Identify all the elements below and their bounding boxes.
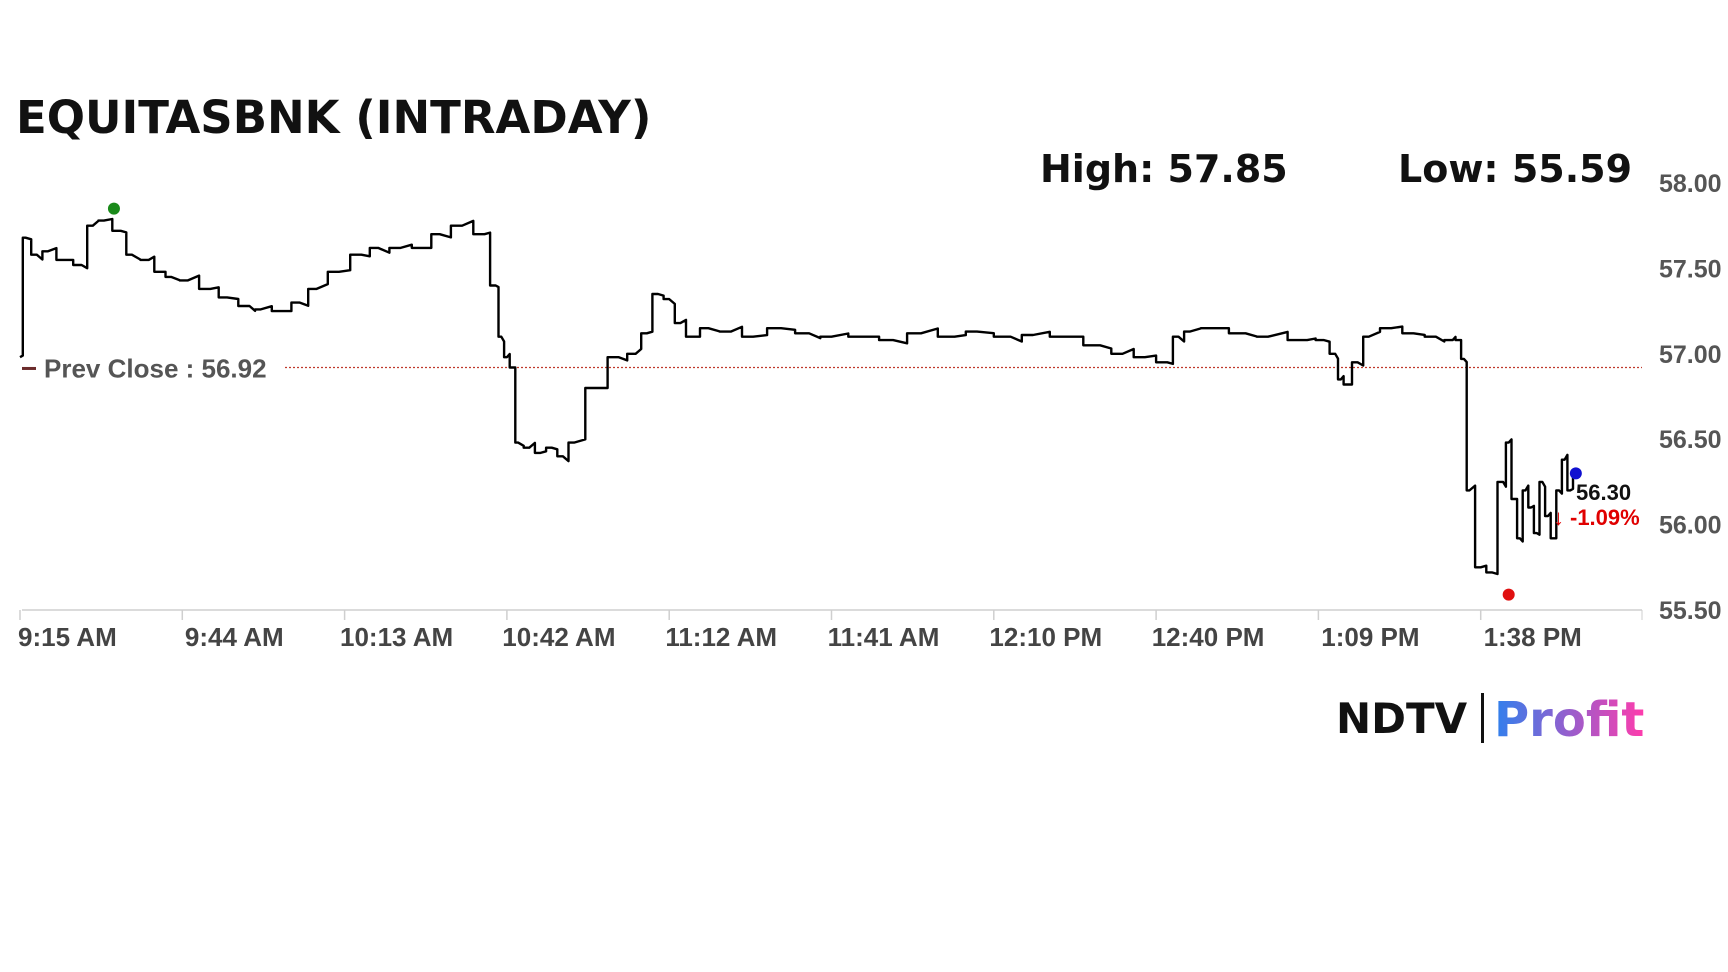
- logo-divider: [1481, 693, 1484, 743]
- x-axis-ticks: 9:15 AM 9:44 AM 10:13 AM 10:42 AM 11:12 AM 11…: [18, 610, 1643, 652]
- price-line: [19, 217, 1576, 576]
- logo-ndtv: NDTV: [1336, 694, 1468, 743]
- y-tick-label: 56.00: [1659, 512, 1722, 540]
- x-tick-label: 9:15 AM: [18, 622, 117, 652]
- y-tick-label: 56.50: [1659, 426, 1722, 454]
- x-tick-label: 1:09 PM: [1321, 622, 1419, 652]
- prev-close-label: Prev Close : 56.92: [44, 353, 267, 383]
- change-arrow: ↓: [1553, 505, 1564, 530]
- y-tick-label: 58.00: [1659, 170, 1722, 198]
- x-tick-label: 12:40 PM: [1152, 622, 1265, 652]
- x-tick-label: 12:10 PM: [989, 622, 1102, 652]
- x-tick-label: 11:41 AM: [828, 622, 940, 652]
- high-marker: [107, 202, 120, 215]
- x-tick-label: 1:38 PM: [1484, 622, 1582, 652]
- x-tick-label: 10:13 AM: [340, 622, 453, 652]
- last-marker: [1569, 467, 1582, 480]
- chart-title: EQUITASBNK (INTRADAY): [16, 91, 651, 144]
- y-axis-ticks: 58.00 57.50 57.00 56.50 56.00 55.50: [1659, 170, 1722, 625]
- ndtv-profit-logo: NDTV Profit: [1336, 692, 1644, 748]
- y-tick-label: 57.50: [1659, 255, 1722, 283]
- high-label: High: 57.85: [1040, 147, 1288, 191]
- change-label: -1.09%: [1570, 505, 1640, 530]
- low-label: Low: 55.59: [1398, 147, 1632, 191]
- logo-profit: Profit: [1494, 692, 1644, 748]
- last-price-label: 56.30: [1576, 480, 1631, 505]
- x-tick-label: 9:44 AM: [185, 622, 284, 652]
- y-tick-label: 57.00: [1659, 341, 1722, 369]
- low-marker: [1502, 588, 1515, 601]
- x-tick-label: 10:42 AM: [502, 622, 615, 652]
- y-tick-label: 55.50: [1659, 597, 1722, 625]
- x-tick-label: 11:12 AM: [665, 622, 777, 652]
